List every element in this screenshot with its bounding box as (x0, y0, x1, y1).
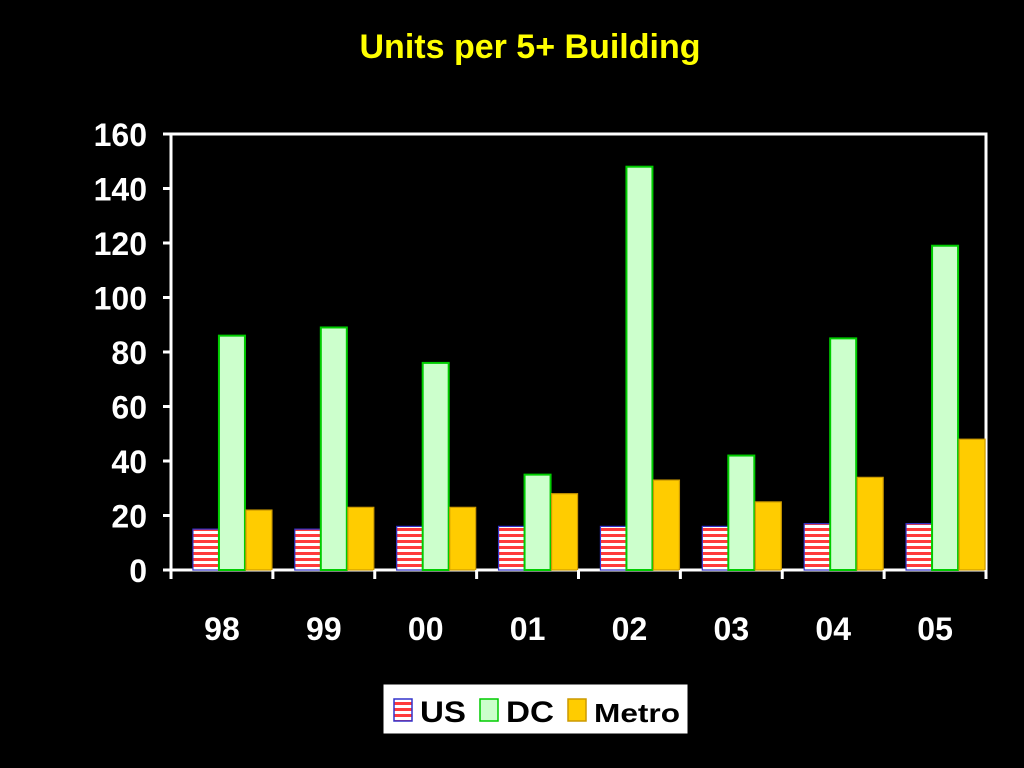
legend: US DC Metro (382, 683, 689, 735)
bar-dc-02 (625, 165, 654, 571)
y-tick-label: 140 (94, 172, 147, 208)
bar-dc-00 (421, 361, 450, 571)
legend-label-metro: Metro (594, 698, 680, 728)
y-tick-label: 120 (94, 226, 147, 262)
y-tick-label: 40 (111, 444, 147, 480)
bar-metro-02 (652, 479, 681, 571)
bar-us-04 (803, 523, 831, 571)
bar-metro-99 (347, 506, 375, 571)
x-tick-label: 99 (306, 611, 342, 647)
legend-swatch-dc (479, 698, 499, 722)
x-tick-label: 04 (815, 611, 851, 647)
x-tick-label: 98 (204, 611, 240, 647)
bar-metro-00 (449, 506, 477, 571)
bar-us-98 (192, 528, 220, 571)
axes-layer: 0 20 40 60 80 100 120 140 160 98 99 00 01 02 03 04 05 (94, 117, 988, 647)
legend-swatch-metro (567, 698, 587, 722)
bars-layer (192, 165, 986, 571)
bar-us-00 (396, 525, 424, 571)
bar-dc-01 (523, 473, 552, 571)
legend-label-us: US (420, 696, 466, 729)
bar-us-99 (294, 528, 322, 571)
bar-metro-03 (754, 501, 782, 571)
bar-dc-99 (319, 326, 348, 571)
x-tick-label: 05 (917, 611, 953, 647)
legend-swatch-us (393, 698, 413, 722)
bar-us-02 (599, 525, 628, 571)
y-tick-label: 100 (94, 281, 147, 317)
x-tick-label: 03 (714, 611, 750, 647)
legend-box (382, 683, 689, 735)
bar-dc-05 (931, 244, 960, 571)
bar-dc-03 (727, 454, 756, 571)
x-tick-label: 00 (408, 611, 444, 647)
bar-metro-05 (958, 438, 986, 571)
y-tick-label: 20 (111, 499, 147, 535)
y-tick-label: 160 (94, 117, 147, 153)
y-tick-label: 80 (111, 335, 147, 371)
y-tick-label: 60 (111, 390, 147, 426)
bar-dc-98 (217, 334, 246, 571)
x-tick-label: 02 (612, 611, 648, 647)
bar-metro-01 (550, 493, 579, 571)
bar-metro-04 (856, 476, 884, 571)
bar-us-01 (497, 525, 526, 571)
x-tick-label: 01 (510, 611, 546, 647)
chart-title: Units per 5+ Building (359, 28, 701, 66)
bar-us-05 (905, 523, 933, 571)
y-tick-label: 0 (129, 553, 147, 589)
bar-dc-04 (829, 337, 858, 571)
bar-us-03 (701, 525, 729, 571)
legend-label-dc: DC (506, 696, 554, 729)
bar-metro-98 (245, 509, 273, 571)
